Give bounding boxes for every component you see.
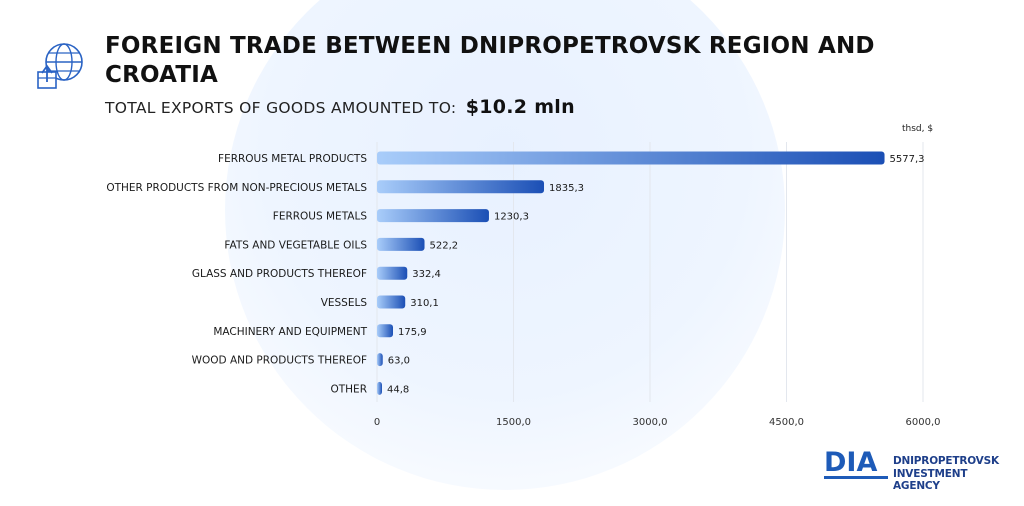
bar <box>377 237 425 251</box>
x-tick-label: 3000,0 <box>633 417 668 428</box>
bar <box>377 381 382 395</box>
category-label: OTHER PRODUCTS FROM NON-PRECIOUS METALS <box>106 182 367 194</box>
category-label: WOOD AND PRODUCTS THEREOF <box>192 355 367 367</box>
category-label: OTHER <box>330 383 367 395</box>
subtitle-label: TOTAL EXPORTS OF GOODS AMOUNTED TO: <box>105 99 457 117</box>
bar <box>377 151 885 165</box>
unit-label: thsd, $ <box>902 124 934 134</box>
bar <box>377 353 383 367</box>
globe-export-icon <box>37 43 83 89</box>
value-label: 332,4 <box>412 269 441 280</box>
value-label: 63,0 <box>388 356 410 367</box>
x-tick-label: 6000,0 <box>906 417 941 428</box>
brand-line-2: INVESTMENT AGENCY <box>893 468 968 492</box>
category-label: MACHINERY AND EQUIPMENT <box>213 326 367 338</box>
x-tick-label: 4500,0 <box>769 417 804 428</box>
x-tick-label: 1500,0 <box>496 417 531 428</box>
bar <box>377 295 406 309</box>
category-label: FATS AND VEGETABLE OILS <box>224 239 367 251</box>
dia-brand-logo: DIA DNIPROPETROVSK INVESTMENT AGENCY <box>824 446 999 492</box>
chart-subtitle: TOTAL EXPORTS OF GOODS AMOUNTED TO: $10.… <box>105 96 575 118</box>
value-label: 1230,3 <box>494 212 529 223</box>
category-label: FERROUS METAL PRODUCTS <box>218 153 367 165</box>
category-label: FERROUS METALS <box>273 211 368 223</box>
x-tick-label: 0 <box>374 417 380 428</box>
brand-mark: DIA <box>824 447 878 478</box>
chart-title: FOREIGN TRADE BETWEEN DNIPROPETROVSK REG… <box>105 33 875 88</box>
value-label: 1835,3 <box>549 183 584 194</box>
value-label: 310,1 <box>410 298 439 309</box>
brand-line-1: DNIPROPETROVSK <box>893 455 999 467</box>
value-label: 5577,3 <box>890 154 925 165</box>
bar <box>377 266 408 280</box>
value-label: 175,9 <box>398 327 427 338</box>
bar <box>377 180 545 194</box>
bar <box>377 209 489 223</box>
brand-underline <box>824 476 888 479</box>
total-exports-value: $10.2 mln <box>465 96 575 118</box>
value-label: 522,2 <box>430 240 459 251</box>
background-circle <box>225 0 785 490</box>
value-label: 44,8 <box>387 384 409 395</box>
bar <box>377 324 394 338</box>
category-label: GLASS AND PRODUCTS THEREOF <box>192 268 367 280</box>
category-label: VESSELS <box>321 297 368 309</box>
